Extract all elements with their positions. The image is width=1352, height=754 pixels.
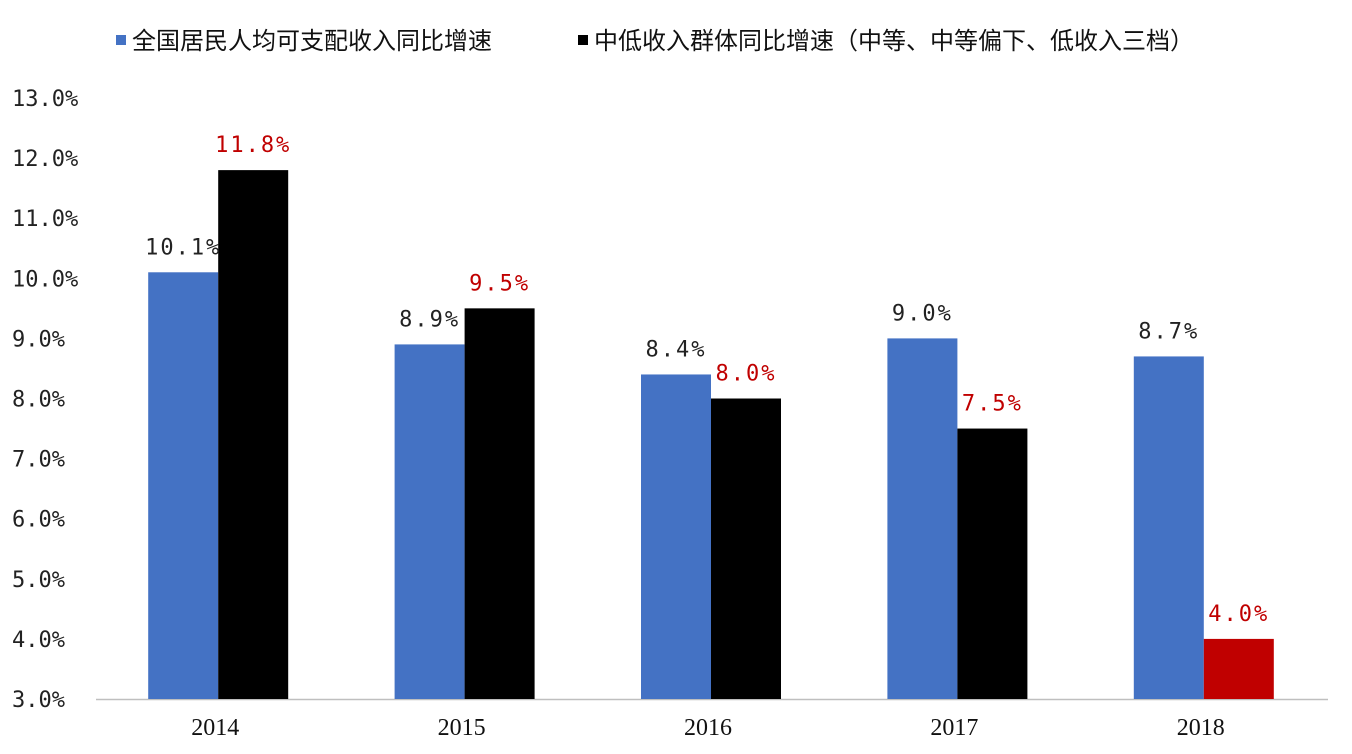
y-tick-label: 10.0% [12,267,78,292]
data-labels: 10.1% 11.8% 8.9% 9.5% 8.4% 8.0% 9.0% 7.5% 8.7% 4.… [145,133,1269,627]
bars [148,170,1274,699]
y-tick-label: 4.0% [12,628,65,653]
legend-swatch [116,35,126,45]
x-tick-label: 2018 [1177,715,1225,741]
x-tick-label: 2015 [438,715,486,741]
y-tick-label: 13.0% [12,87,78,112]
legend-label: 全国居民人均可支配收入同比增速 [132,27,492,55]
bar-national-2016 [641,374,711,699]
y-tick-label: 8.0% [12,388,65,413]
y-tick-label: 9.0% [12,327,65,352]
y-tick-label: 7.0% [12,448,65,473]
bar-low-mid-2014 [218,170,289,699]
data-label: 11.8% [215,133,291,158]
y-tick-label: 3.0% [12,688,65,713]
y-tick-label: 12.0% [12,147,78,172]
data-label: 9.0% [892,301,953,326]
data-label: 7.5% [962,392,1023,417]
data-label: 8.7% [1138,319,1199,344]
bar-low-mid-2016 [711,398,781,699]
legend-swatch [578,35,588,45]
x-tick-label: 2016 [684,715,732,741]
bar-low-mid-2015 [464,308,535,699]
y-tick-label: 5.0% [12,568,65,593]
data-label: 8.0% [716,362,777,387]
y-axis: 3.0% 4.0% 5.0% 6.0% 7.0% 8.0% 9.0% 10.0% 11.0% 12… [12,87,78,713]
legend-label: 中低收入群体同比增速（中等、中等偏下、低收入三档） [594,27,1194,55]
bar-national-2015 [394,344,465,699]
y-tick-label: 11.0% [12,207,78,232]
data-label: 8.9% [399,307,460,332]
bar-national-2017 [887,338,958,699]
data-label: 10.1% [145,235,221,260]
bar-national-2018 [1133,356,1204,699]
bar-low-mid-2017 [957,428,1028,699]
x-axis: 2014 2015 2016 2017 2018 [96,698,1328,741]
bar-national-2014 [148,272,219,699]
bar-low-mid-2018 [1203,638,1274,699]
x-tick-label: 2017 [930,715,978,741]
x-tick-label: 2014 [191,715,239,741]
data-label: 9.5% [469,271,530,296]
y-tick-label: 6.0% [12,508,65,533]
data-label: 8.4% [646,337,707,362]
data-label: 4.0% [1208,602,1269,627]
legend: 全国居民人均可支配收入同比增速 中低收入群体同比增速（中等、中等偏下、低收入三档） [116,27,1194,55]
